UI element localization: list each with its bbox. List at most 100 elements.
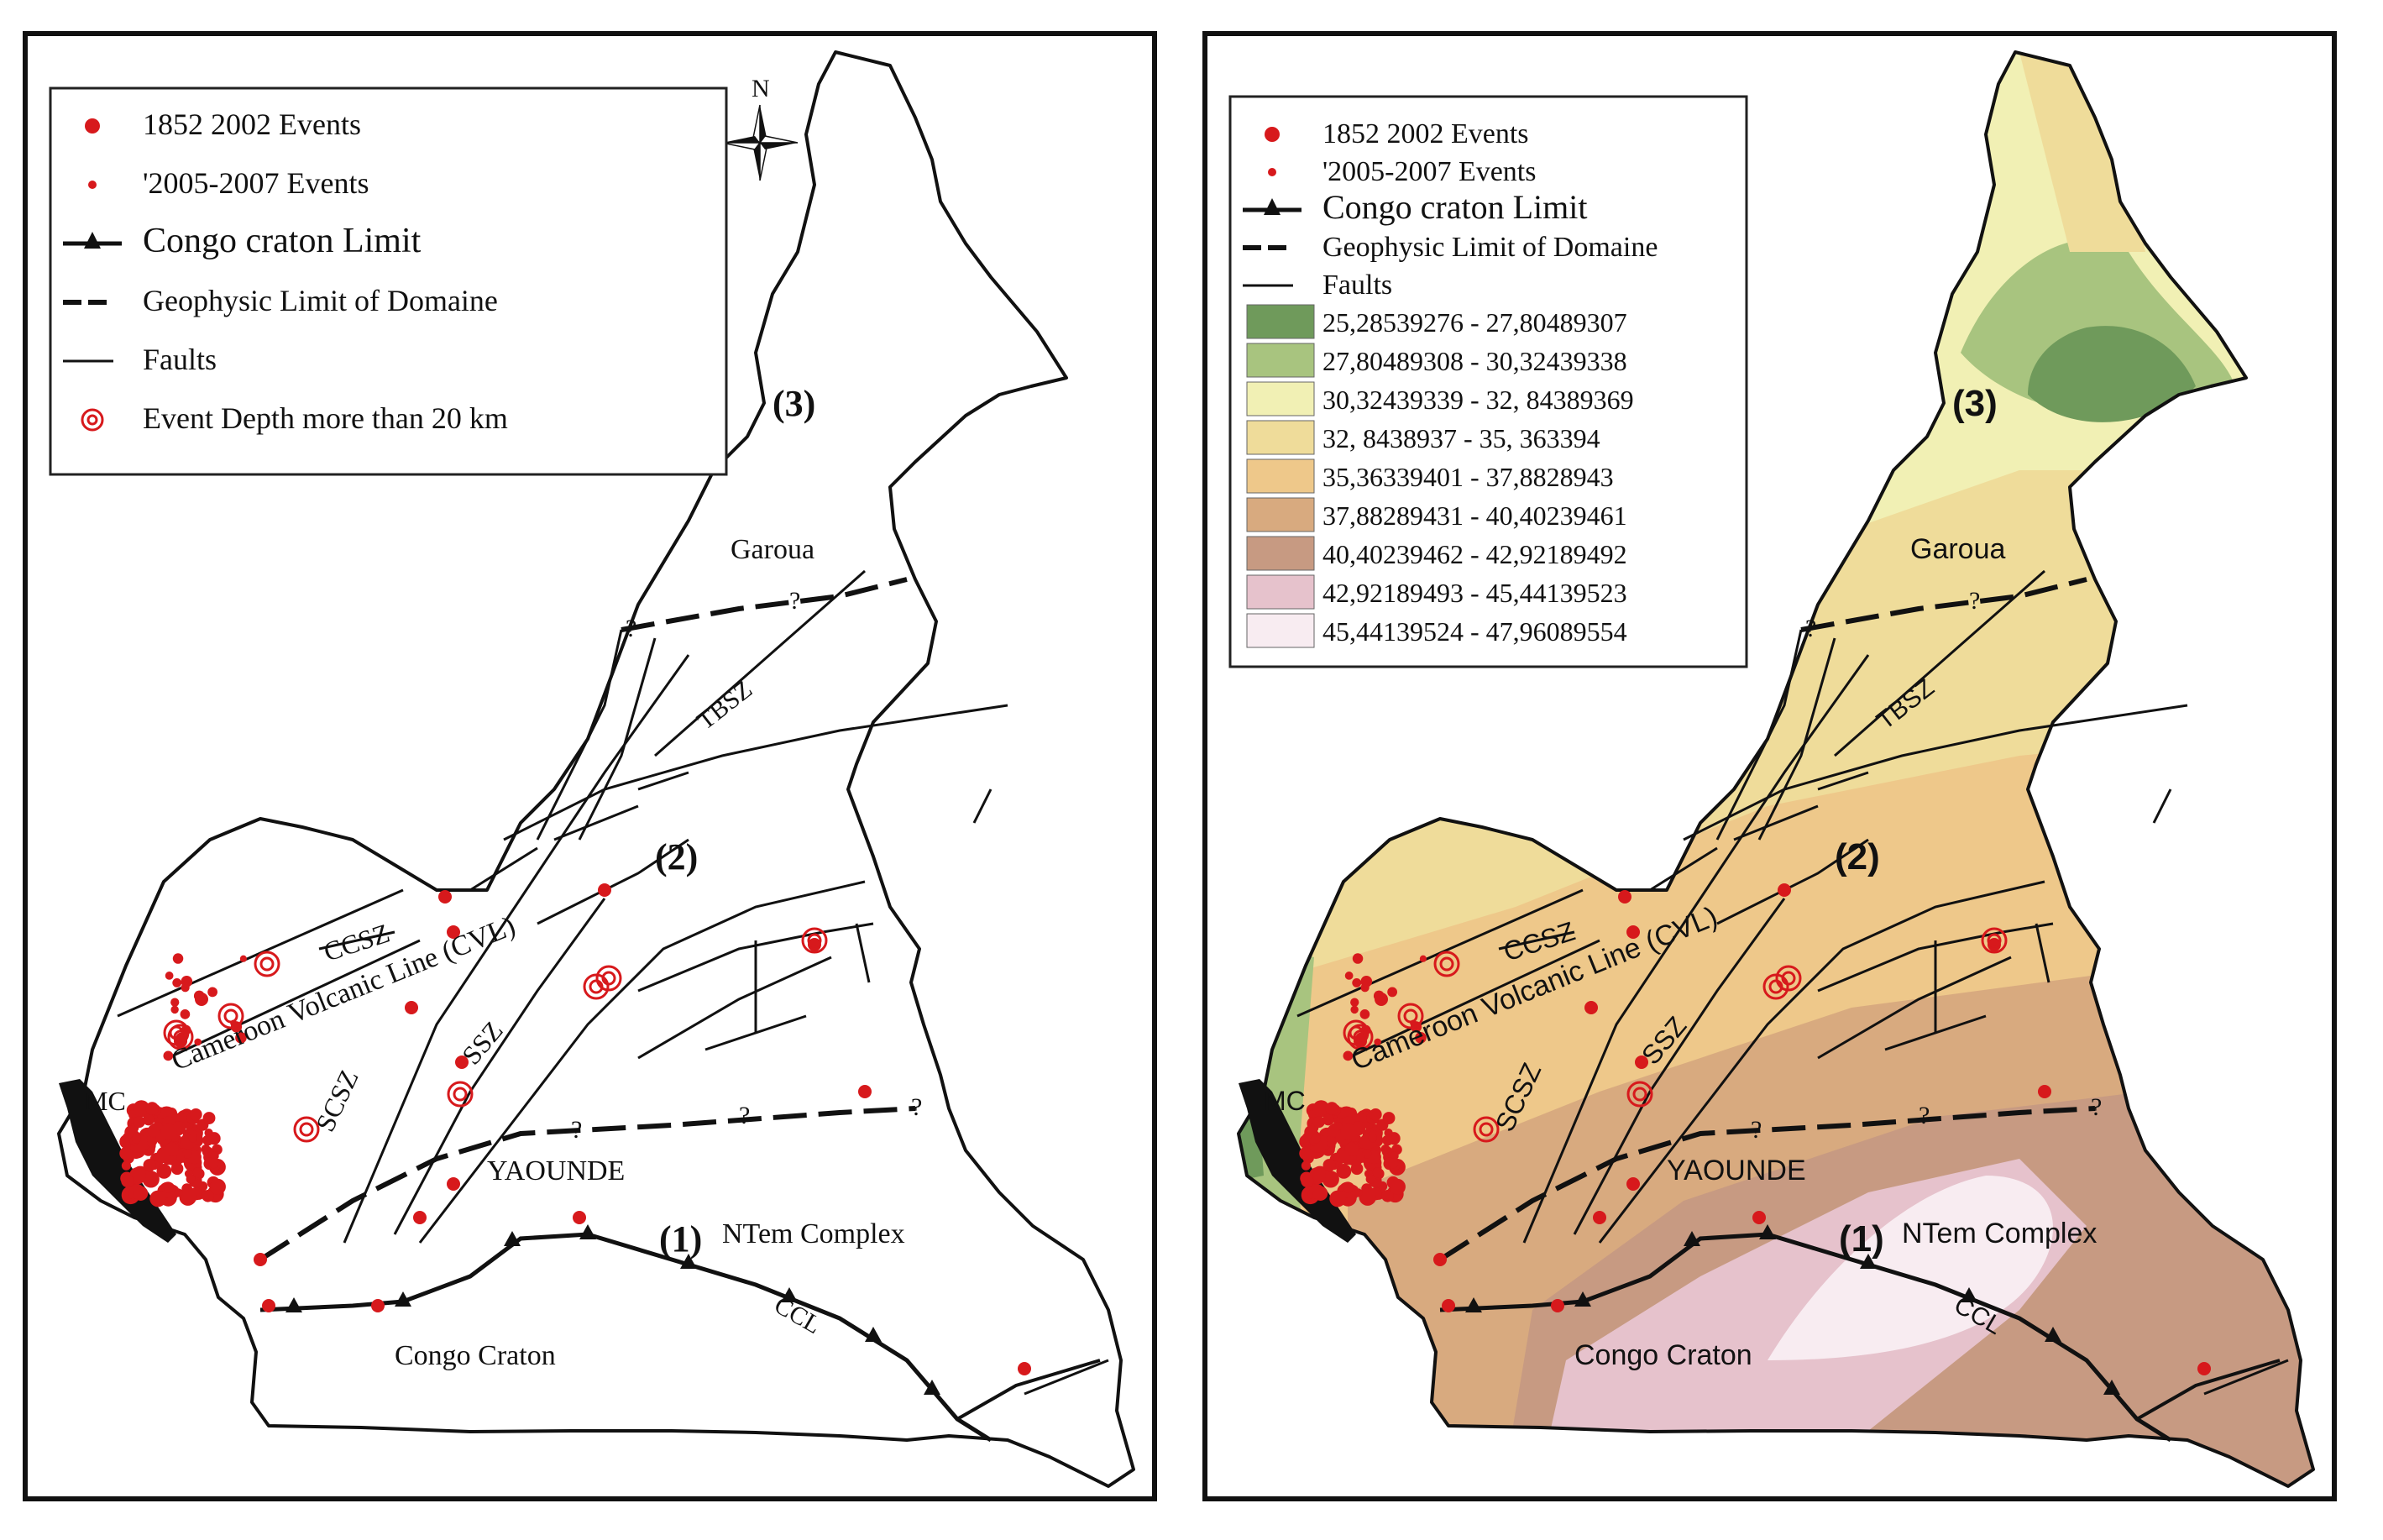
event-dot bbox=[413, 1211, 427, 1224]
event-dot bbox=[192, 1167, 204, 1178]
event-dot bbox=[121, 1160, 132, 1171]
event-dot bbox=[133, 1116, 145, 1129]
legend-label: 1852 2002 Events bbox=[1322, 118, 1529, 149]
event-dot bbox=[1752, 1211, 1766, 1224]
event-dot bbox=[207, 987, 218, 998]
fault-line bbox=[654, 569, 866, 757]
event-dot bbox=[143, 1113, 155, 1126]
event-dot bbox=[133, 1186, 149, 1201]
legend-class: 30,32439339 - 32, 84389369 bbox=[1246, 381, 1634, 416]
event-dot bbox=[262, 1299, 275, 1312]
fault-line bbox=[318, 930, 395, 951]
event-dot bbox=[121, 1174, 134, 1188]
event-dot bbox=[1359, 1009, 1370, 1019]
class-swatch bbox=[1246, 304, 1315, 339]
legend-item: Congo craton Limit bbox=[1243, 188, 1588, 226]
seismic-events bbox=[1299, 883, 2211, 1375]
fault-line bbox=[2203, 1359, 2289, 1396]
north-label: N bbox=[752, 75, 770, 102]
event-dot bbox=[1301, 1174, 1314, 1188]
fault-line bbox=[167, 939, 421, 1060]
legend-item: 1852 2002 Events bbox=[1265, 118, 1529, 149]
event-dot bbox=[1988, 938, 2001, 951]
mount-cameroon-coast bbox=[59, 1079, 176, 1243]
geophysic-limit-lines bbox=[259, 577, 916, 1262]
fault-line bbox=[1598, 880, 2045, 1244]
mc-label: MC bbox=[1264, 1086, 1306, 1116]
fault-line bbox=[1757, 637, 1836, 841]
fault-line bbox=[1817, 956, 2012, 1060]
yaounde-label: YAOUNDE bbox=[487, 1155, 625, 1186]
event-dot bbox=[1626, 925, 1640, 939]
craton-triangle bbox=[781, 1287, 798, 1302]
event-dot bbox=[186, 1174, 196, 1184]
event-dot bbox=[1299, 1146, 1312, 1160]
event-dot bbox=[1374, 1038, 1381, 1046]
north-arrow-icon: N bbox=[721, 75, 799, 181]
ntem-label: NTem Complex bbox=[1902, 1218, 2097, 1249]
event-dot bbox=[1360, 976, 1373, 987]
class-range-label: 37,88289431 - 40,40239461 bbox=[1322, 500, 1627, 531]
event-dot bbox=[1419, 955, 1427, 962]
ntem-label: NTem Complex bbox=[722, 1218, 905, 1249]
class-swatch bbox=[1246, 536, 1315, 571]
event-dot bbox=[1362, 1149, 1372, 1159]
fault-line bbox=[1834, 569, 2045, 757]
craton-triangle bbox=[1574, 1291, 1591, 1307]
event-dot bbox=[182, 1149, 192, 1159]
event-dot bbox=[1626, 1177, 1640, 1191]
domain-3-label: (3) bbox=[1952, 383, 1998, 424]
event-dot bbox=[119, 1146, 133, 1160]
question-mark-label: ? bbox=[1751, 1116, 1762, 1144]
fault-line bbox=[637, 956, 832, 1060]
event-dot bbox=[447, 1177, 460, 1191]
event-dot bbox=[1325, 1102, 1338, 1115]
event-dot bbox=[1340, 1123, 1357, 1140]
event-dot bbox=[598, 883, 611, 897]
event-dot bbox=[2038, 1085, 2051, 1098]
event-dot bbox=[156, 1164, 172, 1179]
event-dot bbox=[573, 1211, 586, 1224]
event-dot bbox=[143, 1159, 156, 1172]
craton-triangle bbox=[1860, 1254, 1877, 1269]
class-range-label: 25,28539276 - 27,80489307 bbox=[1322, 307, 1627, 338]
class-swatch bbox=[1246, 343, 1315, 378]
event-dot bbox=[1365, 1174, 1375, 1184]
legend-label: Congo craton Limit bbox=[143, 222, 422, 260]
congo-craton-label: Congo Craton bbox=[1574, 1339, 1752, 1371]
legend-label: Congo craton Limit bbox=[1322, 188, 1588, 226]
congo-craton-label: Congo Craton bbox=[395, 1340, 556, 1371]
craton-triangle bbox=[924, 1380, 940, 1395]
event-dot bbox=[447, 925, 460, 939]
event-dot bbox=[1380, 1145, 1391, 1155]
fault-lines bbox=[1296, 569, 2289, 1396]
event-dot bbox=[1618, 890, 1631, 904]
event-dot bbox=[455, 1055, 469, 1069]
fault-line bbox=[1715, 629, 1803, 841]
legend-class: 27,80489308 - 30,32439338 bbox=[1246, 343, 1627, 378]
fault-line bbox=[418, 880, 866, 1244]
event-dot bbox=[131, 1134, 142, 1144]
event-dot bbox=[1322, 1159, 1336, 1172]
class-swatch bbox=[1246, 613, 1315, 648]
craton-triangle bbox=[1684, 1231, 1700, 1246]
class-range-label: 42,92189493 - 45,44139523 bbox=[1322, 578, 1627, 608]
deep-event-rings bbox=[1343, 927, 2008, 1143]
class-swatch bbox=[1246, 574, 1315, 610]
event-dot bbox=[202, 1112, 216, 1124]
fault-line bbox=[972, 788, 992, 824]
event-dot bbox=[189, 1108, 202, 1121]
event-dot bbox=[202, 1134, 214, 1146]
event-dot bbox=[1344, 972, 1354, 980]
cameroon-outline bbox=[57, 50, 1135, 1488]
event-dot bbox=[1018, 1362, 1031, 1375]
event-dot bbox=[145, 1134, 158, 1147]
legend-class: 42,92189493 - 45,44139523 bbox=[1246, 574, 1627, 610]
class-swatch bbox=[1246, 381, 1315, 416]
garoua-label: Garoua bbox=[1910, 533, 2005, 565]
yaounde-label: YAOUNDE bbox=[1667, 1155, 1806, 1186]
event-dot bbox=[808, 938, 821, 951]
event-dot bbox=[188, 1134, 197, 1143]
